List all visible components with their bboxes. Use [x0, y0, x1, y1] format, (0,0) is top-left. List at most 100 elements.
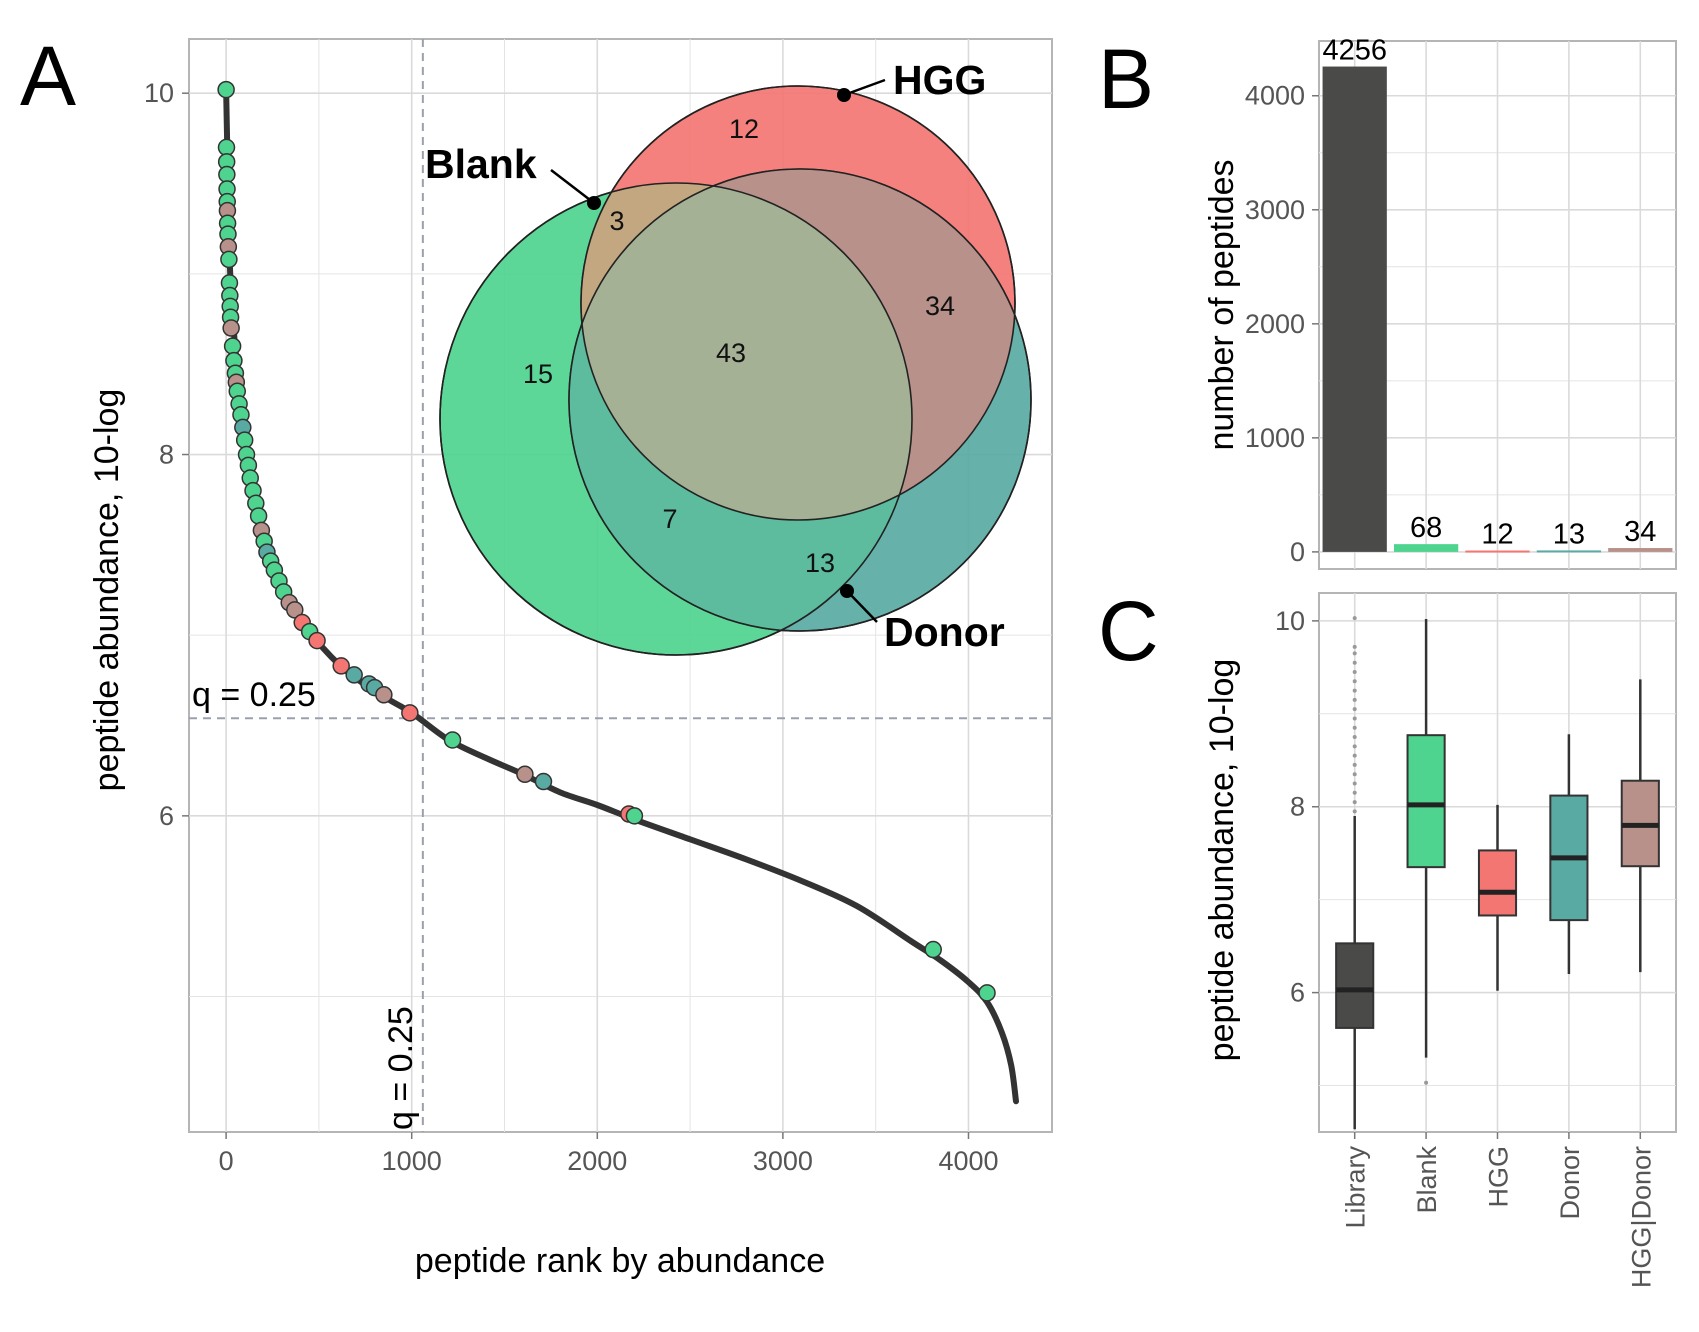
panel-c-x-ticks: Library Blank HGG Donor HGG|Donor	[1341, 1132, 1656, 1288]
venn-count-blank-hgg: 3	[609, 206, 624, 236]
bar-value-label: 34	[1624, 516, 1656, 548]
data-point-donor	[534, 772, 553, 791]
data-point-hgg	[332, 657, 350, 675]
y-tick-label: 4000	[1245, 81, 1305, 111]
y-tick-label: 10	[1275, 606, 1305, 636]
y-tick-label: 10	[144, 78, 174, 108]
bar-library	[1322, 66, 1387, 552]
box-outlier-library	[1352, 790, 1357, 795]
panel-c-boxes	[1335, 616, 1660, 1130]
venn-hgg-leader	[843, 78, 886, 97]
data-point-blank	[218, 165, 236, 184]
box-library	[1335, 942, 1375, 1029]
box-outlier-library	[1352, 744, 1357, 749]
venn-label-hgg: HGG	[893, 57, 986, 103]
panel-c-y-ticks: 6 8 10	[1275, 606, 1319, 1008]
box-outlier-library	[1352, 697, 1357, 702]
panel-b: 4256 68 12 13 34 0 1000 2000 3000 4000 B number …	[1098, 32, 1677, 570]
data-point-hgg	[308, 631, 326, 650]
box-outlier-library	[1352, 716, 1357, 721]
x-tick-label: HGG	[1484, 1146, 1514, 1208]
venn-label-donor: Donor	[884, 609, 1005, 655]
q-threshold-horizontal-label: q = 0.25	[192, 676, 316, 714]
x-tick-label: 1000	[382, 1146, 442, 1176]
box-outlier-library	[1352, 772, 1357, 777]
box-outlier-library	[1352, 688, 1357, 693]
panel-c: 6 8 10 Library Blank HGG Donor HGG|Donor C pep…	[1098, 584, 1677, 1288]
panel-c-label: C	[1098, 584, 1159, 678]
y-tick-label: 6	[159, 801, 174, 831]
data-point-blank	[220, 250, 238, 269]
venn-hgg-marker	[837, 88, 851, 102]
box-outlier-library	[1352, 644, 1357, 649]
data-point-blank	[235, 431, 254, 449]
x-tick-label: 3000	[753, 1146, 813, 1176]
bar-donor	[1536, 550, 1602, 553]
data-point-blank	[223, 337, 242, 355]
venn-count-hgg-only: 12	[729, 114, 759, 144]
panel-a-label: A	[20, 29, 76, 123]
y-tick-label: 0	[1290, 537, 1305, 567]
data-point-hgg-donor	[375, 686, 393, 704]
y-tick-label: 8	[1290, 792, 1305, 822]
data-point-blank	[625, 807, 644, 825]
box-outlier-library	[1352, 800, 1357, 805]
venn-donor-leader	[846, 590, 878, 623]
box-outlier-library	[1352, 809, 1357, 814]
x-tick-label: HGG|Donor	[1626, 1146, 1656, 1288]
box-outlier-library	[1352, 781, 1357, 786]
venn-count-donor-only: 13	[805, 548, 835, 578]
box-outlier-library	[1352, 707, 1357, 712]
panel-a-x-ticks: 0 1000 2000 3000 4000	[219, 1132, 999, 1176]
box-outlier-library	[1352, 725, 1357, 730]
x-tick-label: 4000	[938, 1146, 998, 1176]
venn-count-all: 43	[716, 338, 746, 368]
box-blank	[1406, 734, 1446, 869]
panel-a-x-axis-label: peptide rank by abundance	[415, 1242, 825, 1280]
venn-count-blank-donor: 7	[662, 504, 677, 534]
data-point-hgg	[401, 704, 419, 722]
box-outlier-library	[1352, 735, 1357, 740]
x-tick-label: Donor	[1555, 1146, 1585, 1220]
box-hgg	[1477, 849, 1518, 917]
venn-count-blank-only: 15	[523, 359, 553, 389]
box-outlier-library	[1352, 753, 1357, 758]
y-tick-label: 1000	[1245, 423, 1305, 453]
box-outlier-library	[1352, 660, 1357, 665]
data-point-blank	[443, 731, 462, 749]
data-point-blank	[217, 138, 236, 157]
y-tick-label: 3000	[1245, 195, 1305, 225]
x-tick-label: Library	[1341, 1146, 1371, 1229]
q-threshold-vertical-label: q = 0.25	[382, 1006, 420, 1130]
venn-donor-outline	[568, 168, 1032, 632]
data-point-blank	[978, 984, 996, 1002]
bar-value-label: 12	[1481, 519, 1513, 551]
x-tick-label: Blank	[1412, 1146, 1442, 1214]
data-point-blank	[924, 940, 942, 959]
box-outlier-library	[1352, 762, 1357, 767]
y-tick-label: 2000	[1245, 309, 1305, 339]
bar-hgg	[1465, 550, 1530, 553]
panel-a-y-axis-label: peptide abundance, 10-log	[88, 389, 126, 792]
x-tick-label: 0	[219, 1146, 234, 1176]
box-outlier-library	[1352, 616, 1357, 621]
data-point-blank	[249, 507, 268, 525]
bar-value-label: 4256	[1322, 35, 1387, 67]
data-point-hgg-donor	[286, 601, 304, 619]
data-point-hgg-donor	[516, 765, 534, 784]
panel-c-y-axis-label: peptide abundance, 10-log	[1203, 659, 1241, 1062]
bar-value-label: 68	[1410, 512, 1442, 544]
y-tick-label: 6	[1290, 978, 1305, 1008]
venn-hgg-outline	[580, 85, 1016, 521]
panel-b-label: B	[1098, 32, 1154, 126]
panel-b-bars: 4256 68 12 13 34	[1322, 35, 1673, 553]
venn-donor-marker	[840, 584, 854, 598]
venn-diagram: 15 12 3 34 43 7 13 Blank HGG Donor	[425, 57, 1032, 656]
data-point-blank	[217, 80, 235, 99]
box-outlier-library	[1352, 651, 1357, 656]
panel-a: 0 1000 2000 3000 4000 6 8 10 A peptide rank by…	[20, 29, 1053, 1280]
venn-blank-marker	[587, 196, 601, 210]
panel-b-y-ticks: 0 1000 2000 3000 4000	[1245, 81, 1319, 567]
bar-blank	[1393, 544, 1459, 552]
panel-b-y-axis-label: number of peptides	[1203, 159, 1241, 450]
